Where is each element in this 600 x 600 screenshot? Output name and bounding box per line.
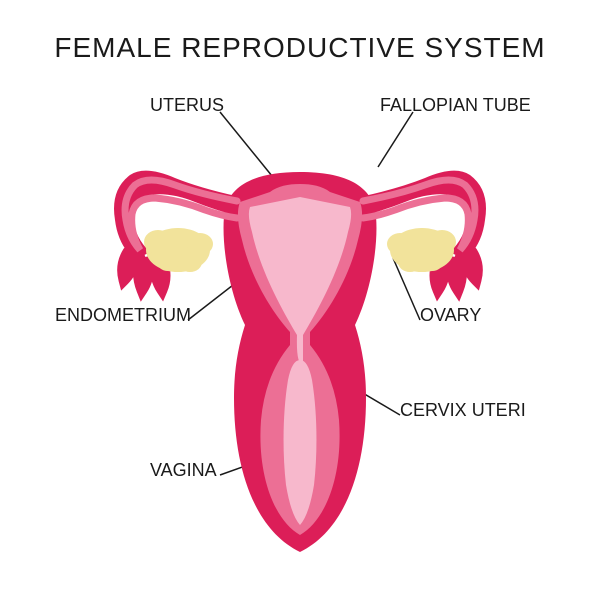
label-fallopian: FALLOPIAN TUBE [380,95,531,116]
label-vagina: VAGINA [150,460,217,481]
label-cervix: CERVIX UTERI [400,400,526,421]
diagram-container: FEMALE REPRODUCTIVE SYSTEM [0,0,600,600]
label-endometrium: ENDOMETRIUM [55,305,191,326]
anatomy-illustration [0,0,600,600]
label-uterus: UTERUS [150,95,224,116]
label-ovary: OVARY [420,305,481,326]
